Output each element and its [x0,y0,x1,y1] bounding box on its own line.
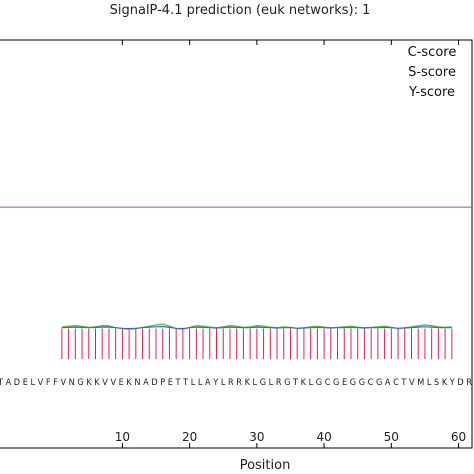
x-tick-label: 50 [384,430,399,444]
x-tick-label: 60 [451,430,466,444]
x-tick-label: 10 [115,430,130,444]
chart-title: SignalP-4.1 prediction (euk networks): 1 [110,3,371,18]
sequence-label: T A D E L V F F V N G K K V V E K N A D … [0,378,472,388]
x-axis-label: Position [240,458,291,473]
score-lines [61,323,452,330]
c-score-stems [61,328,453,359]
x-tick-label: 20 [182,430,197,444]
x-tick-label: 30 [249,430,264,444]
y-score-line [61,325,452,330]
legend-item-c-score: C-score [408,45,457,60]
plot-frame [0,39,473,449]
x-tick-label: 40 [316,430,331,444]
legend-item-s-score: S-score [408,65,456,80]
x-axis-ticks: 10 20 30 40 50 60 [115,40,466,448]
legend: C-score S-score Y-score [408,45,457,100]
legend-item-y-score: Y-score [408,85,455,100]
